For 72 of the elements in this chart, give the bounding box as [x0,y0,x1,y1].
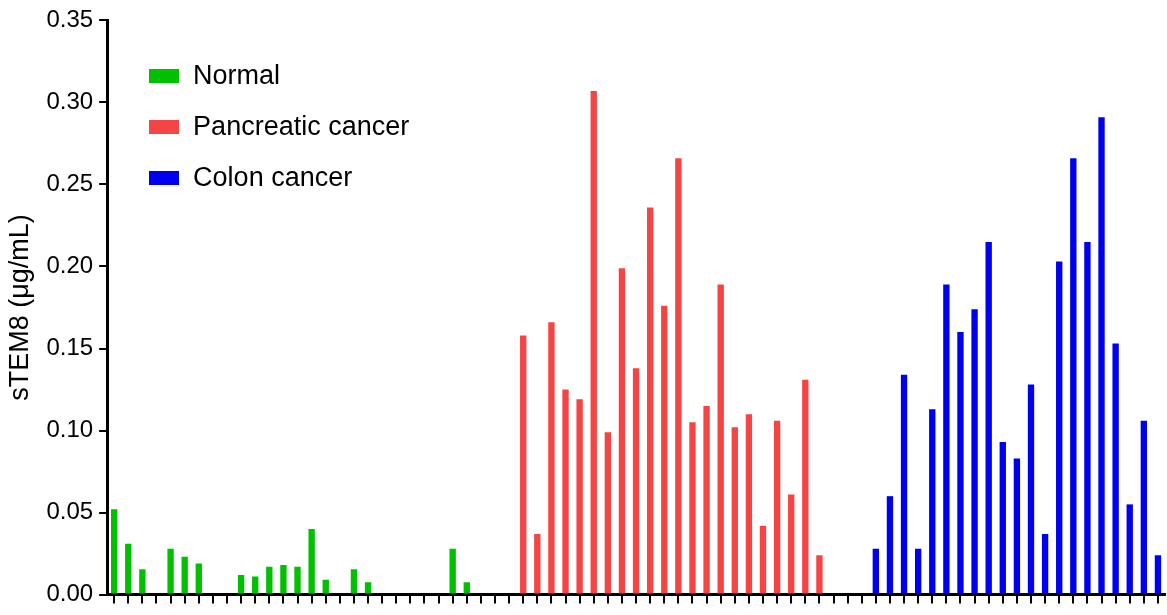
bar [773,420,781,594]
bar [886,496,894,594]
bar [322,579,329,594]
bar [463,582,470,594]
bar [139,569,146,594]
bar [576,399,583,594]
bar [252,576,259,594]
y-tick-label: 0.05 [46,497,94,525]
bar [294,566,301,594]
bar [1126,504,1133,594]
legend-label: Colon cancer [193,162,353,194]
legend-label: Pancreatic cancer [193,111,410,143]
bar [1056,261,1063,594]
y-tick-label: 0.00 [46,579,94,607]
bar [759,525,767,594]
bar [900,374,908,594]
legend-label: Normal [193,60,281,92]
bar [675,158,682,594]
bar [195,563,202,594]
bar [280,565,287,594]
bar [971,309,978,594]
bar [943,284,950,594]
bar [167,548,174,594]
bar [350,569,358,594]
bar [181,556,188,594]
bar [618,268,626,594]
bar [548,322,555,594]
bar [449,548,456,594]
bar [661,305,668,594]
bar [914,548,922,594]
bar [632,368,640,594]
bar [1154,555,1162,594]
bar [646,207,654,594]
bar [237,574,245,594]
y-tick-label: 0.25 [46,169,94,197]
bar [731,427,738,594]
y-tick-label: 0.10 [46,415,94,443]
bar [703,405,710,594]
bar [364,582,372,594]
bar [1140,420,1148,594]
bar [1112,343,1119,594]
bar [872,548,880,594]
bar [1070,158,1077,594]
bar [520,335,527,594]
bar [534,533,541,594]
y-tick-label: 0.20 [46,251,94,279]
bar [788,494,795,594]
bar [985,241,992,594]
bar [999,442,1006,594]
bar [266,566,273,594]
bar [1041,533,1049,594]
y-tick-label: 0.35 [46,5,94,33]
bar [717,284,724,594]
bar [308,528,315,594]
bar [1027,384,1035,594]
bar [590,90,597,594]
bar [929,409,936,594]
bar [110,509,118,594]
bar [1098,117,1105,594]
bar [1013,458,1021,594]
y-tick-label: 0.15 [46,333,94,361]
bar [689,422,696,594]
bar [1084,241,1091,594]
bar [604,432,612,594]
y-tick-label: 0.30 [46,87,94,115]
bar [802,379,809,594]
bar [562,389,569,594]
bar [745,414,753,594]
bar [125,543,132,594]
bar [816,555,823,594]
y-axis-title: sTEM8 (μg/mL) [3,214,34,401]
bar [957,332,964,594]
